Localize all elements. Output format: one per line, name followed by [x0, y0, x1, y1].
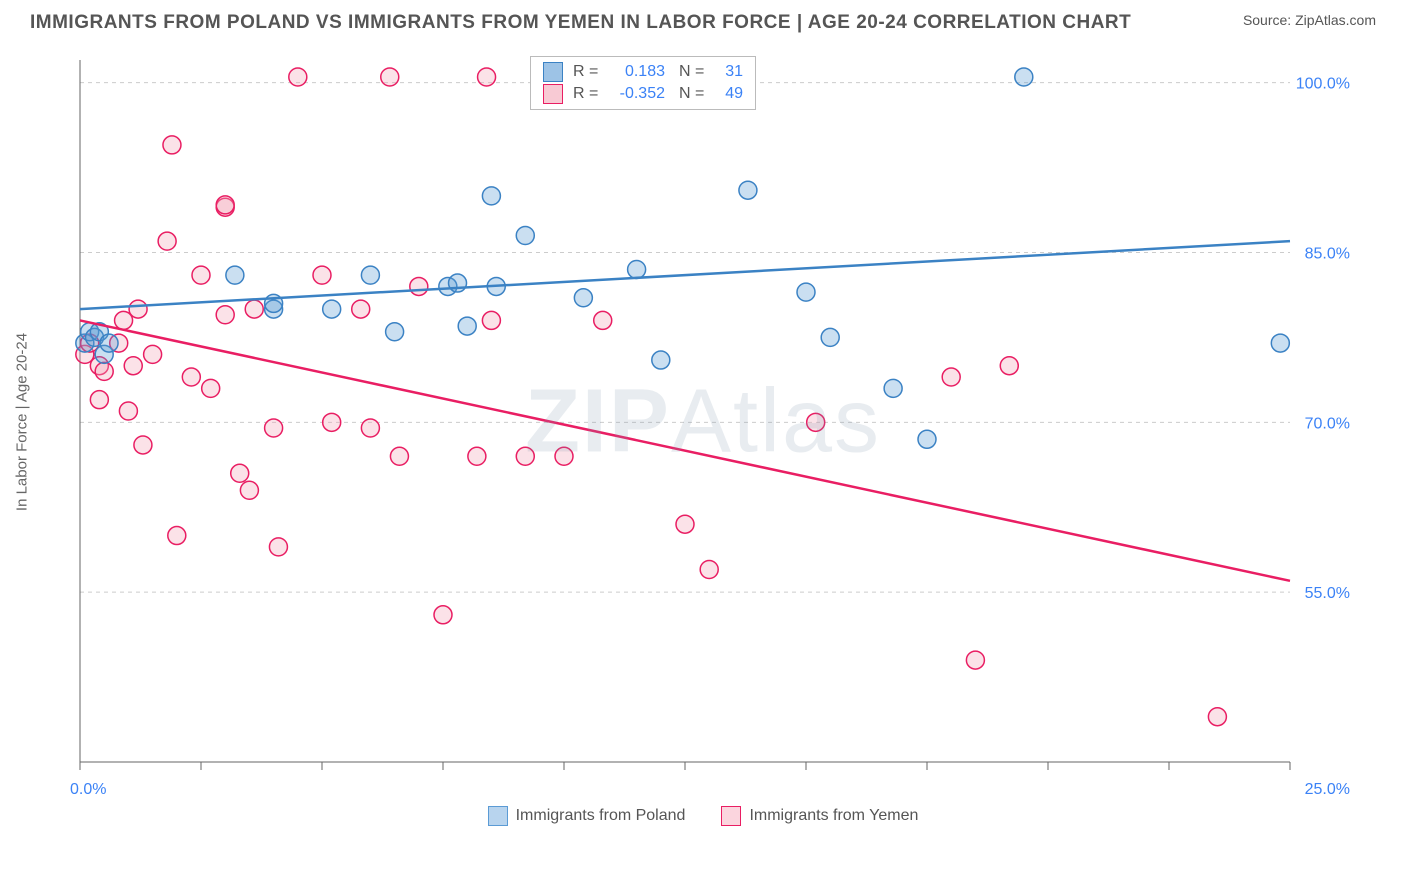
scatter-point	[381, 68, 399, 86]
scatter-point	[124, 357, 142, 375]
r-value: -0.352	[601, 85, 665, 103]
n-label: N =	[679, 63, 707, 81]
scatter-point	[516, 227, 534, 245]
y-axis-label: In Labor Force | Age 20-24	[14, 333, 31, 511]
scatter-point	[323, 300, 341, 318]
scatter-point	[95, 362, 113, 380]
scatter-point	[361, 266, 379, 284]
scatter-point	[313, 266, 331, 284]
scatter-point	[1000, 357, 1018, 375]
scatter-point	[265, 419, 283, 437]
correlation-row: R =0.183 N = 31	[531, 61, 755, 83]
scatter-point	[216, 306, 234, 324]
scatter-point	[739, 181, 757, 199]
bottom-legend: Immigrants from Poland Immigrants from Ye…	[0, 806, 1406, 831]
scatter-point	[594, 311, 612, 329]
y-tick-label: 85.0%	[1305, 245, 1350, 262]
trend-line	[80, 320, 1290, 580]
series-swatch	[543, 84, 563, 104]
scatter-point	[797, 283, 815, 301]
scatter-point	[1208, 708, 1226, 726]
scatter-point	[700, 561, 718, 579]
scatter-point	[158, 232, 176, 250]
scatter-point	[134, 436, 152, 454]
scatter-point	[574, 289, 592, 307]
scatter-chart: 55.0% 70.0% 85.0% 100.0% 0.0% 25.0%	[30, 42, 1376, 802]
scatter-point	[516, 447, 534, 465]
scatter-point	[482, 311, 500, 329]
scatter-point	[555, 447, 573, 465]
scatter-point	[352, 300, 370, 318]
scatter-point	[386, 323, 404, 341]
scatter-point	[434, 606, 452, 624]
scatter-point	[1015, 68, 1033, 86]
scatter-point	[1271, 334, 1289, 352]
scatter-point	[240, 481, 258, 499]
scatter-point	[966, 651, 984, 669]
legend-label: Immigrants from Yemen	[749, 807, 918, 825]
y-tick-label: 100.0%	[1296, 76, 1350, 93]
scatter-point	[468, 447, 486, 465]
scatter-point	[216, 196, 234, 214]
scatter-point	[807, 413, 825, 431]
legend-swatch	[488, 806, 508, 826]
x-tick-label: 25.0%	[1305, 781, 1350, 798]
x-tick-label: 0.0%	[70, 781, 106, 798]
scatter-point	[652, 351, 670, 369]
scatter-point	[390, 447, 408, 465]
r-value: 0.183	[601, 63, 665, 81]
scatter-point	[100, 334, 118, 352]
scatter-point	[269, 538, 287, 556]
n-value: 31	[713, 63, 743, 81]
scatter-point	[289, 68, 307, 86]
scatter-point	[458, 317, 476, 335]
legend-swatch	[721, 806, 741, 826]
chart-title: IMMIGRANTS FROM POLAND VS IMMIGRANTS FRO…	[30, 12, 1131, 34]
y-tick-label: 70.0%	[1305, 415, 1350, 432]
series-swatch	[543, 62, 563, 82]
scatter-point	[245, 300, 263, 318]
scatter-point	[482, 187, 500, 205]
scatter-point	[676, 515, 694, 533]
scatter-point	[410, 277, 428, 295]
source-value: ZipAtlas.com	[1295, 12, 1376, 28]
scatter-point	[90, 391, 108, 409]
chart-area: In Labor Force | Age 20-24 ZIPAtlas 55.0…	[30, 42, 1376, 802]
scatter-point	[202, 379, 220, 397]
legend-label: Immigrants from Poland	[516, 807, 686, 825]
scatter-point	[231, 464, 249, 482]
scatter-point	[163, 136, 181, 154]
scatter-point	[628, 260, 646, 278]
scatter-point	[918, 430, 936, 448]
scatter-point	[144, 345, 162, 363]
header: IMMIGRANTS FROM POLAND VS IMMIGRANTS FRO…	[0, 0, 1406, 42]
r-label: R =	[573, 63, 601, 81]
scatter-point	[129, 300, 147, 318]
scatter-point	[942, 368, 960, 386]
scatter-point	[226, 266, 244, 284]
correlation-legend-box: R =0.183 N = 31 R =-0.352 N = 49	[530, 56, 756, 110]
source-attribution: Source: ZipAtlas.com	[1243, 12, 1376, 28]
legend-item: Immigrants from Poland	[488, 806, 686, 826]
scatter-point	[361, 419, 379, 437]
legend-item: Immigrants from Yemen	[721, 806, 918, 826]
scatter-point	[192, 266, 210, 284]
y-tick-label: 55.0%	[1305, 585, 1350, 602]
scatter-point	[821, 328, 839, 346]
scatter-point	[884, 379, 902, 397]
scatter-point	[119, 402, 137, 420]
source-label: Source:	[1243, 12, 1295, 28]
scatter-point	[182, 368, 200, 386]
scatter-point	[478, 68, 496, 86]
r-label: R =	[573, 85, 601, 103]
n-value: 49	[713, 85, 743, 103]
n-label: N =	[679, 85, 707, 103]
scatter-point	[168, 527, 186, 545]
correlation-row: R =-0.352 N = 49	[531, 83, 755, 105]
scatter-point	[323, 413, 341, 431]
trend-line	[80, 241, 1290, 309]
